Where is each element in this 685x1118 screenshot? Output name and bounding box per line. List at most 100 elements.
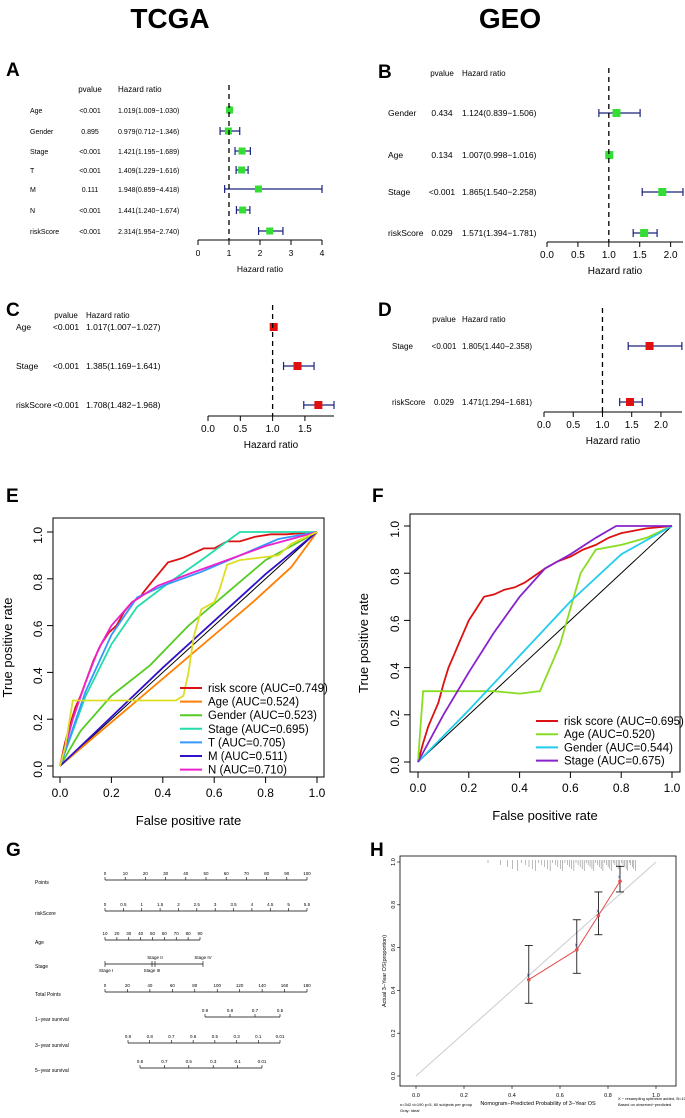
row-name-T: T bbox=[30, 168, 35, 175]
optimism-marker: x bbox=[575, 943, 578, 949]
nomogram-tick-label: 160 bbox=[281, 983, 289, 988]
panel-label-d: D bbox=[378, 300, 392, 321]
x-tick-label: 0.6 bbox=[556, 1093, 564, 1099]
nomogram-tick-label: 4.5 bbox=[267, 902, 274, 907]
row-name-Gender: Gender bbox=[388, 108, 417, 118]
row-pvalue: 0.111 bbox=[82, 187, 99, 194]
nomogram-tick-label: 5 bbox=[287, 902, 290, 907]
y-tick-label: 0.4 bbox=[31, 667, 45, 684]
x-tick-label: 1.5 bbox=[625, 420, 639, 431]
row-name-Age: Age bbox=[16, 322, 31, 332]
legend-label: Stage (AUC=0.675) bbox=[564, 756, 665, 768]
row-hr-text: 1.571(1.394−1.781) bbox=[462, 228, 537, 238]
nomogram-tick-label: 20 bbox=[114, 931, 120, 936]
nomogram-tick-label: 80 bbox=[264, 871, 270, 876]
legend-label: Gender (AUC=0.544) bbox=[564, 742, 673, 754]
legend-label: Age (AUC=0.520) bbox=[564, 729, 655, 741]
x-tick-label: 1.0 bbox=[652, 1093, 660, 1099]
panel-label-b: B bbox=[378, 62, 392, 83]
row-hr-text: 1.708(1.482−1.968) bbox=[86, 400, 161, 410]
panel-label-g: G bbox=[6, 840, 21, 861]
x-tick-label: 1.0 bbox=[596, 420, 610, 431]
roc-curve-age bbox=[59, 531, 318, 767]
row-hr-text: 1.805(1.440−2.358) bbox=[462, 342, 532, 351]
x-tick-label: 1 bbox=[227, 248, 232, 258]
x-tick-label: 0.2 bbox=[103, 786, 120, 800]
row-pvalue: <0.001 bbox=[79, 168, 101, 175]
y-axis-label: True positive rate bbox=[0, 598, 15, 698]
row-name-riskScore: riskScore bbox=[30, 229, 59, 236]
nomogram-tick-label: Stage IV bbox=[194, 955, 211, 960]
roc-curve-gender bbox=[417, 525, 673, 763]
row-pvalue: 0.434 bbox=[431, 108, 453, 118]
nomogram-tick-label: 0.3 bbox=[210, 1059, 217, 1064]
row-hr-text: 0.979(0.712−1.346) bbox=[118, 129, 179, 136]
hr-marker bbox=[293, 362, 302, 370]
hr-marker bbox=[314, 401, 323, 409]
row-hr-text: 1.441(1.240−1.674) bbox=[118, 208, 179, 215]
legend-label: Stage (AUC=0.695) bbox=[208, 724, 309, 736]
panel-d-forest: pvalue Hazard ratio Stage <0.001 1.805(1.440… bbox=[392, 308, 683, 447]
row-hr-text: 1.019(1.009−1.030) bbox=[118, 108, 179, 115]
x-tick-label: 4 bbox=[320, 248, 325, 258]
row-pvalue: <0.001 bbox=[53, 400, 80, 410]
row-pvalue: <0.001 bbox=[53, 322, 80, 332]
x-axis-label: False positive rate bbox=[136, 813, 242, 828]
x-axis-label: Hazard ratio bbox=[237, 264, 284, 274]
x-axis-label: Nomogram−Predicted Probability of 3−Year… bbox=[480, 1101, 596, 1107]
row-name-Stage: Stage bbox=[388, 187, 410, 197]
x-tick-label: 0.0 bbox=[537, 420, 551, 431]
y-tick-label: 1.0 bbox=[31, 527, 45, 544]
row-name-Stage: Stage bbox=[30, 149, 48, 156]
nomogram-row-label: Age bbox=[35, 940, 44, 946]
y-axis-label: True positive rate bbox=[356, 593, 371, 693]
footnote-left-2: Gray: ideal bbox=[400, 1108, 419, 1113]
panel-label-f: F bbox=[372, 486, 384, 507]
nomogram-tick-label: 0.01 bbox=[258, 1059, 267, 1064]
x-tick-label: 0.8 bbox=[257, 786, 274, 800]
hr-marker bbox=[626, 398, 635, 406]
nomogram-tick-label: 0.8 bbox=[137, 1059, 144, 1064]
header-geo: GEO bbox=[479, 3, 541, 34]
plot-frame bbox=[409, 513, 681, 773]
nomogram-tick-label: 60 bbox=[224, 871, 230, 876]
nomogram-tick-label: Stage II bbox=[147, 955, 163, 960]
y-tick-label: 0.8 bbox=[391, 901, 397, 909]
y-tick-label: 0.8 bbox=[388, 568, 402, 585]
legend-label: risk score (AUC=0.749) bbox=[208, 683, 328, 695]
x-tick-label: 0.8 bbox=[613, 781, 630, 795]
nomogram-tick-label: 40 bbox=[183, 871, 189, 876]
roc-curve-m bbox=[59, 531, 318, 767]
x-axis-label: Hazard ratio bbox=[244, 440, 299, 451]
nomogram-tick-label: Stage I bbox=[99, 968, 113, 973]
nomogram-row-label: riskScore bbox=[35, 911, 56, 917]
calibration-point bbox=[618, 879, 622, 884]
row-hr-text: 1.409(1.229−1.616) bbox=[118, 168, 179, 175]
nomogram-tick-label: 30 bbox=[126, 931, 132, 936]
row-pvalue: <0.001 bbox=[432, 342, 457, 351]
x-axis-label: False positive rate bbox=[492, 808, 598, 823]
ideal-line bbox=[415, 861, 657, 1077]
row-name-Age: Age bbox=[388, 150, 403, 160]
hr-marker bbox=[224, 127, 232, 135]
y-tick-label: 1.0 bbox=[388, 521, 402, 538]
nomogram-row-label: Stage bbox=[35, 964, 48, 970]
diagonal-reference bbox=[59, 531, 318, 767]
nomogram-tick-label: 120 bbox=[236, 983, 244, 988]
roc-curve-age bbox=[417, 525, 673, 763]
legend-label: Age (AUC=0.524) bbox=[208, 697, 299, 709]
legend-label: N (AUC=0.710) bbox=[208, 765, 287, 777]
nomogram-tick-label: 0.6 bbox=[190, 1034, 197, 1039]
nomogram-row-label: 3−year survival bbox=[35, 1043, 69, 1049]
row-hr-text: 1.007(0.998−1.016) bbox=[462, 150, 537, 160]
x-tick-label: 1.0 bbox=[309, 786, 326, 800]
x-tick-label: 2.0 bbox=[654, 420, 668, 431]
y-tick-label: 0.6 bbox=[31, 620, 45, 637]
row-hr-text: 1.865(1.540−2.258) bbox=[462, 187, 537, 197]
optimism-marker: x bbox=[618, 874, 621, 880]
calibration-point bbox=[575, 947, 579, 952]
x-tick-label: 3 bbox=[289, 248, 294, 258]
x-tick-label: 2 bbox=[258, 248, 263, 258]
